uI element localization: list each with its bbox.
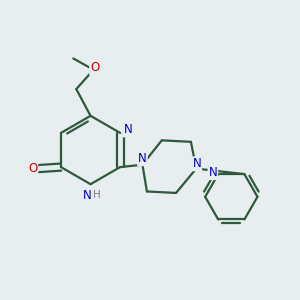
Text: N: N (138, 152, 147, 165)
Text: O: O (90, 61, 99, 74)
Text: N: N (124, 123, 132, 136)
Text: N: N (193, 157, 201, 170)
Text: N: N (208, 166, 217, 179)
Text: N: N (82, 189, 91, 202)
Text: O: O (28, 162, 37, 175)
Text: H: H (93, 190, 101, 200)
